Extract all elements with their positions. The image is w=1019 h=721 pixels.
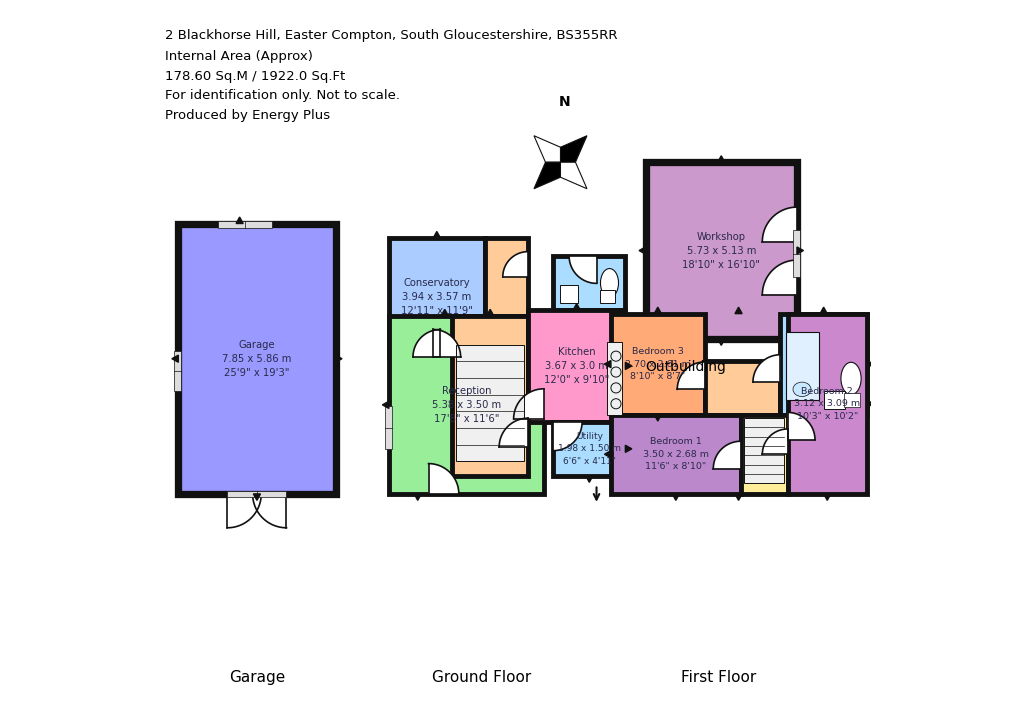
Polygon shape bbox=[796, 247, 803, 254]
Polygon shape bbox=[677, 362, 704, 389]
Polygon shape bbox=[625, 446, 631, 452]
Polygon shape bbox=[866, 360, 872, 368]
Bar bbox=[610, 415, 740, 494]
Bar bbox=[843, 393, 859, 407]
Bar bbox=[227, 491, 286, 497]
Ellipse shape bbox=[792, 382, 810, 397]
Polygon shape bbox=[625, 363, 631, 369]
Bar bbox=[606, 342, 622, 415]
Polygon shape bbox=[604, 451, 610, 458]
Polygon shape bbox=[752, 355, 780, 382]
Polygon shape bbox=[717, 156, 725, 162]
Polygon shape bbox=[502, 252, 528, 277]
Bar bbox=[552, 256, 625, 310]
Bar bbox=[744, 418, 784, 483]
Bar bbox=[384, 406, 391, 449]
Polygon shape bbox=[761, 207, 796, 242]
Polygon shape bbox=[253, 494, 260, 500]
Polygon shape bbox=[533, 162, 559, 189]
Bar bbox=[451, 316, 528, 476]
Bar bbox=[178, 224, 335, 494]
Bar bbox=[388, 316, 543, 494]
Bar bbox=[528, 310, 625, 422]
Text: Garage: Garage bbox=[229, 671, 285, 685]
Ellipse shape bbox=[600, 268, 618, 298]
Bar bbox=[822, 391, 845, 409]
Polygon shape bbox=[672, 494, 679, 500]
Bar bbox=[559, 285, 578, 303]
Text: 2 Blackhorse Hill, Easter Compton, South Gloucestershire, BS355RR: 2 Blackhorse Hill, Easter Compton, South… bbox=[165, 29, 618, 42]
Bar bbox=[645, 162, 796, 339]
Ellipse shape bbox=[840, 362, 860, 395]
Polygon shape bbox=[573, 304, 580, 310]
Polygon shape bbox=[761, 429, 787, 454]
Text: Conservatory
3.94 x 3.57 m
12'11" x 11'9": Conservatory 3.94 x 3.57 m 12'11" x 11'9… bbox=[400, 278, 473, 317]
Text: Reception
5.38 x 3.50 m
17'8" x 11'6": Reception 5.38 x 3.50 m 17'8" x 11'6" bbox=[431, 386, 500, 424]
Text: 178.60 Sq.M / 1922.0 Sq.Ft: 178.60 Sq.M / 1922.0 Sq.Ft bbox=[165, 70, 345, 83]
Text: Bedroom 1
3.50 x 2.68 m
11'6" x 8'10": Bedroom 1 3.50 x 2.68 m 11'6" x 8'10" bbox=[642, 437, 708, 472]
Polygon shape bbox=[428, 464, 459, 494]
Polygon shape bbox=[441, 309, 448, 316]
Polygon shape bbox=[382, 402, 388, 408]
Polygon shape bbox=[653, 415, 660, 421]
Bar bbox=[552, 422, 625, 476]
Bar bbox=[787, 314, 866, 494]
Text: Ground Floor: Ground Floor bbox=[431, 671, 530, 685]
Text: For identification only. Not to scale.: For identification only. Not to scale. bbox=[165, 89, 400, 102]
Bar bbox=[704, 360, 780, 415]
Polygon shape bbox=[498, 418, 528, 447]
Polygon shape bbox=[253, 494, 286, 528]
Bar bbox=[792, 230, 799, 277]
Text: Internal Area (Approx): Internal Area (Approx) bbox=[165, 50, 313, 63]
Polygon shape bbox=[735, 494, 742, 500]
Bar bbox=[218, 221, 272, 228]
Polygon shape bbox=[823, 494, 830, 500]
Polygon shape bbox=[433, 231, 440, 238]
Text: N: N bbox=[557, 95, 570, 109]
Bar bbox=[780, 314, 866, 415]
Polygon shape bbox=[552, 422, 582, 451]
Text: Garage
7.85 x 5.86 m
25'9" x 19'3": Garage 7.85 x 5.86 m 25'9" x 19'3" bbox=[222, 340, 291, 378]
Polygon shape bbox=[486, 309, 493, 316]
Polygon shape bbox=[639, 247, 645, 254]
Polygon shape bbox=[819, 307, 826, 314]
Text: Bedroom 3
2.70 x 2.61 m
8'10" x 8'7": Bedroom 3 2.70 x 2.61 m 8'10" x 8'7" bbox=[625, 347, 690, 381]
Bar bbox=[786, 332, 818, 400]
Polygon shape bbox=[559, 136, 586, 162]
Polygon shape bbox=[735, 307, 742, 314]
Text: Produced by Energy Plus: Produced by Energy Plus bbox=[165, 109, 330, 122]
Text: First Floor: First Floor bbox=[681, 671, 756, 685]
Text: Kitchen
3.67 x 3.0 m
12'0" x 9'10": Kitchen 3.67 x 3.0 m 12'0" x 9'10" bbox=[543, 347, 608, 385]
Bar bbox=[484, 238, 528, 316]
Bar bbox=[455, 345, 524, 461]
Polygon shape bbox=[585, 476, 592, 482]
Polygon shape bbox=[533, 136, 559, 162]
Polygon shape bbox=[235, 217, 243, 224]
Polygon shape bbox=[787, 412, 814, 440]
Polygon shape bbox=[604, 360, 610, 368]
Polygon shape bbox=[335, 355, 341, 362]
Polygon shape bbox=[414, 494, 421, 500]
Bar bbox=[740, 415, 787, 494]
Bar bbox=[174, 351, 181, 391]
Polygon shape bbox=[653, 307, 660, 314]
Bar bbox=[599, 290, 613, 303]
Polygon shape bbox=[413, 329, 440, 357]
Polygon shape bbox=[559, 162, 586, 189]
Polygon shape bbox=[569, 256, 596, 283]
Text: Bedroom 2
3.12 x 3.09 m
10'3" x 10'2": Bedroom 2 3.12 x 3.09 m 10'3" x 10'2" bbox=[794, 386, 859, 421]
Polygon shape bbox=[712, 441, 740, 469]
Polygon shape bbox=[761, 260, 796, 295]
Polygon shape bbox=[717, 339, 725, 345]
Polygon shape bbox=[171, 355, 178, 362]
Polygon shape bbox=[433, 329, 461, 357]
Polygon shape bbox=[866, 400, 872, 407]
Polygon shape bbox=[227, 494, 261, 528]
Text: Workshop
5.73 x 5.13 m
18'10" x 16'10": Workshop 5.73 x 5.13 m 18'10" x 16'10" bbox=[682, 231, 759, 270]
Text: Outbuilding: Outbuilding bbox=[645, 360, 726, 374]
Bar bbox=[388, 238, 484, 357]
Text: Utility
1.98 x 1.50 m
6'6" x 4'11": Utility 1.98 x 1.50 m 6'6" x 4'11" bbox=[557, 432, 621, 466]
Polygon shape bbox=[514, 389, 543, 419]
Bar bbox=[610, 314, 704, 415]
